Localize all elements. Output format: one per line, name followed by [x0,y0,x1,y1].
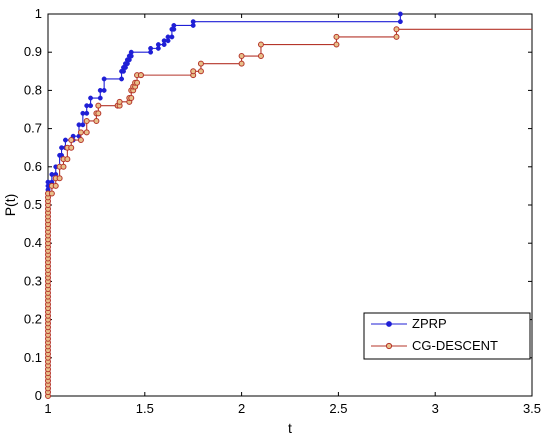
y-tick-label: 0.9 [24,44,42,59]
data-point-cg-descent [95,110,102,117]
data-point-cg-descent [134,79,141,86]
legend-box [363,312,531,360]
data-point-zprp [88,103,94,109]
data-point-zprp [80,122,86,128]
y-tick-label: 0.2 [24,312,42,327]
y-tick-label: 0.8 [24,82,42,97]
y-tick-label: 1 [35,6,42,21]
x-axis: 1 1.5 2 2.5 3 3.5 [44,14,541,416]
data-point-cg-descent [56,175,63,182]
data-point-cg-descent [83,117,90,124]
series-cg-descent [45,26,532,399]
data-point-zprp [148,45,154,51]
data-point-cg-descent [333,33,340,40]
data-point-cg-descent [333,41,340,48]
y-axis-label: P(t) [2,194,18,217]
data-point-cg-descent [52,182,59,189]
x-tick-label: 2 [238,401,245,416]
x-tick-label: 2.5 [329,401,347,416]
data-point-cg-descent [128,95,135,102]
data-point-cg-descent [137,72,144,79]
legend-label-zprp: ZPRP [412,316,447,331]
data-point-zprp [155,42,161,48]
data-point-cg-descent [116,98,123,105]
data-point-zprp [101,76,107,82]
data-point-zprp [171,23,177,28]
data-point-cg-descent [393,33,400,40]
data-point-zprp [101,87,107,93]
data-point-zprp [190,19,196,25]
y-tick-label: 0.6 [24,159,42,174]
y-tick-label: 0 [35,388,42,403]
data-point-zprp [397,19,403,25]
series-layer [45,11,532,399]
data-point-zprp [88,95,94,101]
y-tick-label: 0.3 [24,273,42,288]
data-point-zprp [169,34,175,40]
data-point-zprp [97,95,103,101]
data-point-cg-descent [197,68,204,75]
data-point-cg-descent [95,102,102,109]
data-point-cg-descent [197,60,204,67]
data-point-zprp [84,110,90,116]
data-point-cg-descent [257,41,264,48]
data-point-cg-descent [77,137,84,144]
data-point-zprp [128,49,134,55]
x-tick-label: 1.5 [136,401,154,416]
data-point-zprp [62,137,68,143]
x-tick-label: 1 [44,401,51,416]
data-point-cg-descent [93,117,100,124]
data-point-cg-descent [64,156,71,163]
legend-label-cg-descent: CG-DESCENT [412,338,498,353]
x-axis-label: t [288,420,292,436]
y-tick-label: 0.5 [24,197,42,212]
data-point-cg-descent [83,129,90,136]
data-point-cg-descent [68,144,75,151]
data-point-cg-descent [238,53,245,60]
legend-marker-cg-descent [385,342,393,350]
y-tick-label: 0.1 [24,350,42,365]
data-point-zprp [397,11,403,17]
y-tick-label: 0.4 [24,235,42,250]
data-point-cg-descent [393,26,400,33]
data-point-cg-descent [60,163,67,170]
y-tick-label: 0.7 [24,121,42,136]
data-point-cg-descent [77,129,84,136]
data-point-cg-descent [68,137,75,144]
data-point-cg-descent [238,60,245,67]
legend-marker-zprp [386,321,392,327]
x-tick-label: 3 [432,401,439,416]
data-point-cg-descent [257,53,264,60]
x-tick-label: 3.5 [523,401,541,416]
data-point-cg-descent [48,190,55,197]
data-point-cg-descent [190,68,197,75]
data-point-zprp [119,76,125,82]
legend: ZPRP CG-DESCENT [363,312,531,360]
